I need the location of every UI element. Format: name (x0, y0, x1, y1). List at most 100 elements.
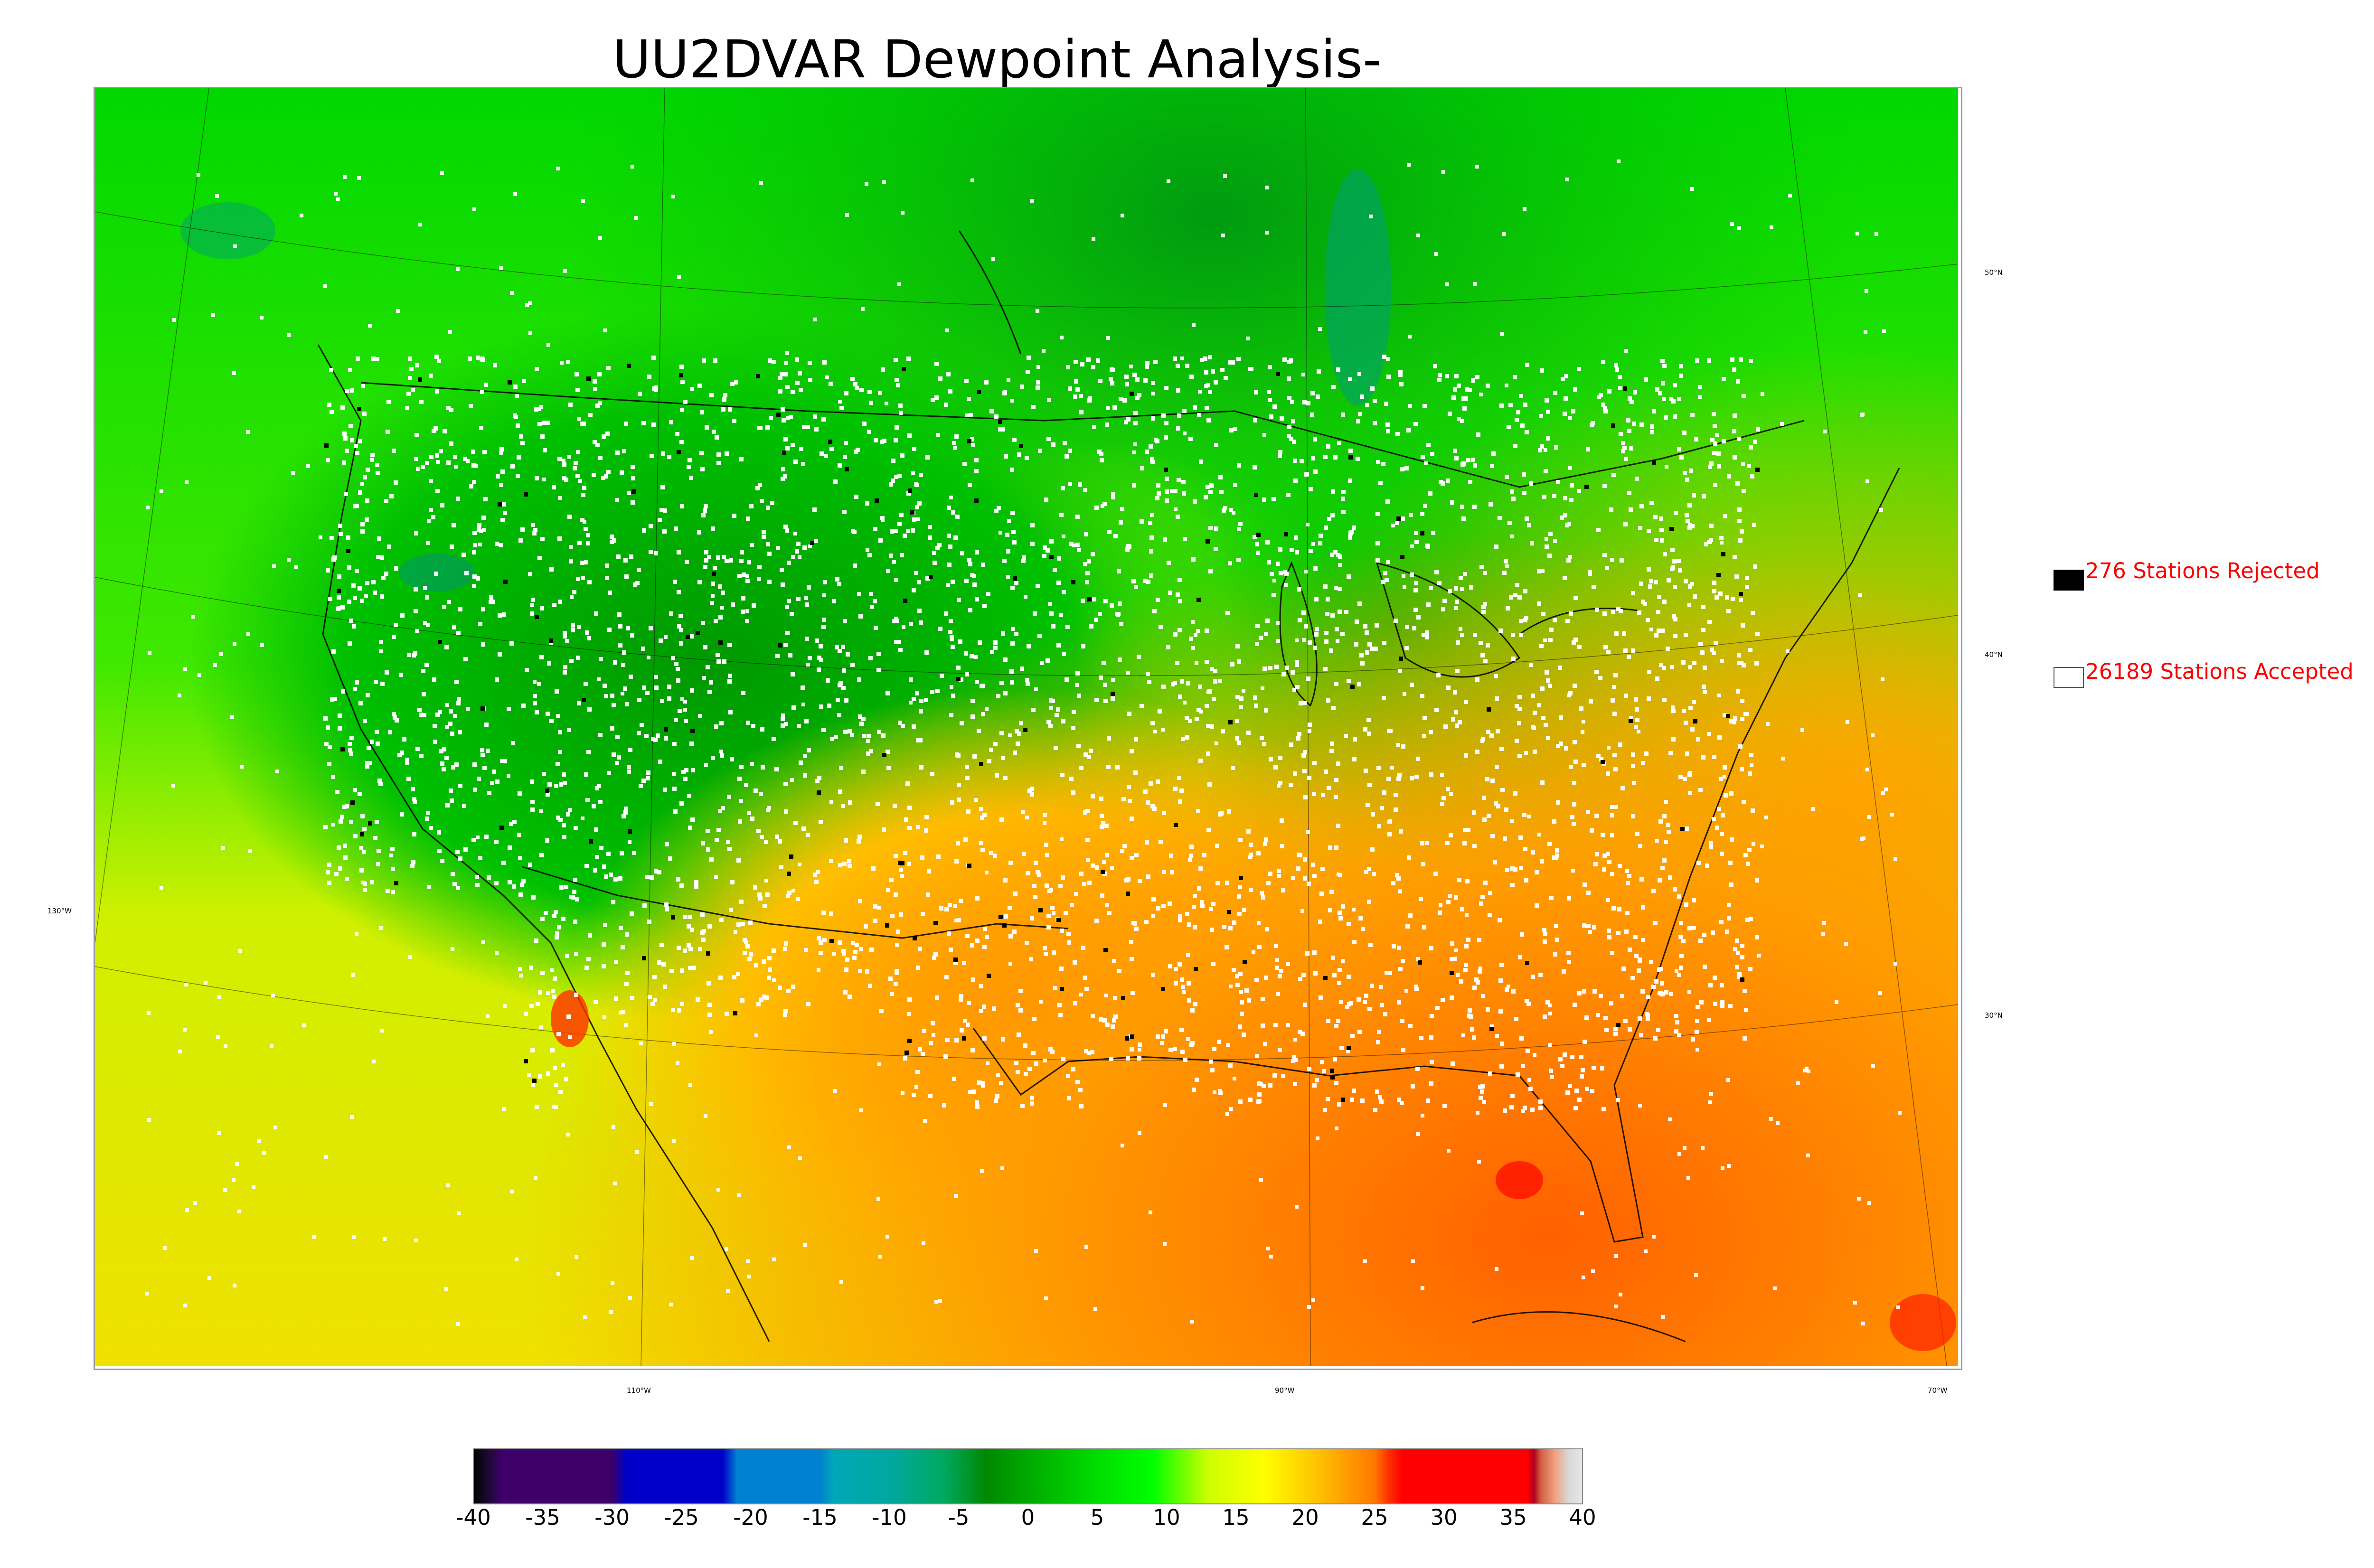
station-accepted (1370, 386, 1375, 391)
station-accepted (457, 697, 461, 701)
station-accepted (569, 545, 573, 549)
station-accepted (1131, 579, 1136, 583)
station-accepted (750, 543, 754, 547)
station-accepted (1083, 562, 1087, 566)
station-accepted (1572, 640, 1576, 645)
station-accepted (148, 651, 151, 655)
station-accepted (606, 470, 611, 474)
station-accepted (767, 956, 772, 960)
station-accepted (894, 475, 898, 479)
station-accepted (1043, 821, 1046, 825)
station-accepted (647, 375, 651, 379)
station-accepted (344, 492, 348, 496)
station-accepted (1490, 464, 1494, 468)
station-accepted (837, 713, 841, 717)
station-accepted (1603, 406, 1607, 411)
station-accepted (1407, 163, 1411, 167)
station-accepted (1186, 953, 1190, 957)
station-rejected (1256, 533, 1261, 537)
station-accepted (1499, 1064, 1504, 1069)
station-accepted (1017, 452, 1021, 457)
station-accepted (531, 523, 535, 527)
station-accepted (1696, 1048, 1699, 1052)
station-accepted (1307, 1305, 1311, 1309)
station-accepted (1147, 680, 1151, 684)
station-accepted (575, 474, 580, 478)
station-accepted (330, 410, 334, 414)
station-accepted (324, 1155, 328, 1159)
station-accepted (586, 750, 591, 754)
station-accepted (761, 765, 765, 770)
station-accepted (1347, 679, 1351, 683)
station-accepted (722, 397, 726, 402)
station-accepted (729, 558, 733, 563)
station-accepted (688, 966, 692, 970)
station-rejected (1194, 967, 1198, 971)
station-accepted (1638, 1104, 1642, 1108)
station-accepted (1686, 1176, 1690, 1180)
station-accepted (1009, 669, 1014, 674)
station-accepted (423, 621, 427, 625)
station-accepted (352, 624, 356, 629)
station-accepted (646, 776, 650, 780)
station-rejected (503, 580, 508, 584)
station-accepted (540, 434, 545, 439)
station-accepted (1087, 559, 1091, 563)
station-accepted (858, 899, 862, 903)
station-accepted (1567, 694, 1571, 697)
station-accepted (1709, 845, 1713, 849)
station-accepted (1164, 421, 1168, 425)
station-accepted (387, 545, 391, 549)
station-accepted (1066, 365, 1070, 369)
station-accepted (1100, 458, 1104, 462)
station-accepted (1328, 908, 1332, 912)
station-rejected (1087, 597, 1092, 601)
station-accepted (1042, 349, 1046, 353)
station-accepted (1573, 387, 1577, 392)
station-accepted (1573, 1003, 1577, 1007)
station-accepted (1615, 367, 1619, 372)
station-accepted (1382, 696, 1386, 700)
station-accepted (1101, 504, 1104, 508)
station-accepted (1235, 644, 1240, 648)
station-accepted (1745, 576, 1749, 580)
station-accepted (1337, 981, 1341, 985)
station-rejected (1418, 960, 1422, 965)
station-accepted (919, 473, 923, 477)
station-accepted (1631, 648, 1635, 653)
station-accepted (786, 894, 790, 898)
station-accepted (235, 1162, 239, 1166)
station-accepted (1187, 922, 1191, 927)
station-accepted (1698, 939, 1703, 943)
station-accepted (558, 600, 562, 604)
station-accepted (350, 438, 354, 442)
station-accepted (963, 837, 968, 842)
station-accepted (970, 1048, 975, 1052)
station-accepted (1607, 860, 1611, 864)
station-accepted (1450, 500, 1454, 505)
station-accepted (577, 541, 582, 545)
station-accepted (463, 657, 468, 661)
station-accepted (700, 467, 705, 471)
station-accepted (701, 841, 705, 845)
station-accepted (1094, 618, 1098, 622)
station-accepted (509, 822, 513, 826)
station-accepted (1726, 1078, 1730, 1082)
station-accepted (535, 1105, 539, 1109)
station-accepted (1486, 1007, 1490, 1012)
station-accepted (1301, 973, 1306, 977)
station-accepted (855, 386, 859, 390)
station-accepted (605, 432, 610, 436)
station-accepted (1205, 660, 1209, 664)
station-accepted (468, 357, 472, 361)
station-accepted (803, 1243, 807, 1247)
station-accepted (672, 1139, 676, 1143)
station-accepted (1542, 495, 1546, 499)
station-accepted (1510, 489, 1514, 494)
station-accepted (1189, 375, 1194, 379)
station-accepted (581, 576, 585, 580)
station-accepted (1713, 976, 1717, 980)
station-accepted (610, 726, 614, 731)
station-accepted (1409, 513, 1413, 517)
station-accepted (1498, 918, 1502, 922)
